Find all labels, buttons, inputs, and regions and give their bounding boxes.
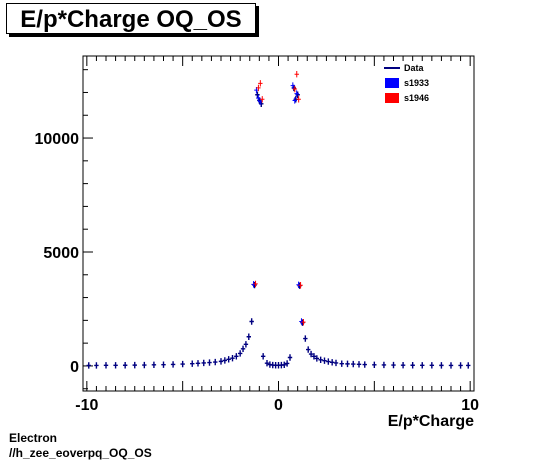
series-s1946 — [253, 71, 306, 326]
legend: Data s1933 s1946 — [384, 63, 429, 103]
data-point — [429, 362, 435, 369]
data-point — [420, 362, 425, 369]
data-point — [351, 360, 356, 368]
data-point — [243, 341, 249, 348]
series-data — [86, 84, 471, 369]
data-point — [282, 361, 287, 368]
data-point — [253, 280, 258, 288]
legend-swatch — [385, 78, 399, 88]
data-point — [213, 358, 218, 366]
data-point — [226, 356, 231, 363]
data-point — [400, 361, 406, 369]
x-tick-label: -10 — [75, 397, 98, 414]
data-point — [249, 318, 254, 325]
data-point — [314, 355, 320, 362]
data-point — [122, 362, 128, 369]
footer-line2: //h_zee_eoverpq_OQ_OS — [9, 446, 152, 460]
data-point — [180, 360, 185, 368]
data-point — [329, 359, 335, 366]
series-s1933 — [251, 82, 304, 325]
legend-swatch — [385, 93, 399, 103]
data-point — [301, 318, 306, 326]
data-point — [381, 361, 387, 369]
data-point — [195, 360, 201, 367]
data-point — [296, 96, 301, 103]
data-point — [264, 359, 270, 367]
legend-label: s1933 — [404, 78, 429, 88]
data-point — [292, 97, 297, 104]
data-point — [230, 354, 235, 362]
data-point — [448, 362, 454, 369]
data-point — [326, 358, 331, 365]
data-point — [207, 359, 212, 366]
data-point — [410, 362, 415, 369]
data-point — [252, 281, 257, 289]
data-point — [306, 346, 311, 353]
data-point — [170, 361, 176, 368]
data-point — [237, 350, 243, 357]
data-point — [439, 362, 444, 369]
data-point — [246, 333, 251, 340]
plot-frame — [82, 55, 475, 392]
data-point — [240, 345, 246, 353]
data-point — [290, 82, 296, 89]
data-point — [256, 84, 261, 92]
data-point — [339, 360, 344, 367]
data-point — [311, 353, 317, 360]
data-point — [113, 362, 118, 369]
data-point — [287, 354, 293, 361]
data-point — [201, 359, 206, 367]
chart-title: E/p*Charge OQ_OS — [20, 6, 242, 33]
data-point — [333, 359, 339, 367]
y-tick-label: 10000 — [35, 131, 80, 148]
legend-label: s1946 — [404, 93, 429, 103]
title-box: E/p*Charge OQ_OS — [6, 3, 256, 34]
data-point — [218, 358, 224, 365]
data-point — [294, 71, 299, 78]
y-tick-label: 0 — [70, 359, 79, 376]
data-point — [260, 96, 265, 103]
footer-line1: Electron — [9, 431, 58, 445]
data-point — [322, 357, 327, 364]
legend-label: Data — [404, 63, 425, 73]
data-point — [458, 362, 463, 369]
x-axis-label: E/p*Charge — [388, 413, 474, 430]
data-point — [308, 350, 314, 358]
data-point — [151, 361, 157, 369]
data-point — [86, 362, 91, 369]
data-point — [292, 85, 298, 93]
data-point — [298, 282, 303, 289]
data-point — [299, 318, 304, 325]
data-point — [161, 361, 166, 368]
data-point — [294, 90, 299, 97]
data-point — [190, 360, 195, 367]
data-point — [303, 335, 308, 342]
data-point — [132, 361, 137, 369]
data-point — [466, 362, 471, 369]
data-point — [318, 356, 323, 363]
data-point — [234, 353, 239, 360]
x-tick-label: 10 — [461, 397, 479, 414]
data-point — [362, 361, 367, 368]
data-point — [255, 91, 260, 98]
data-point — [391, 361, 396, 369]
data-point — [94, 362, 99, 369]
data-point — [372, 361, 377, 369]
data-point — [103, 362, 109, 369]
data-point — [260, 353, 266, 360]
data-point — [222, 357, 228, 364]
data-point — [345, 360, 350, 368]
data-point — [142, 361, 147, 369]
data-point — [284, 360, 290, 367]
data-point — [256, 94, 261, 102]
x-tick-label: 0 — [274, 397, 283, 414]
y-tick-label: 5000 — [43, 245, 79, 262]
data-point — [356, 361, 362, 368]
data-point — [258, 80, 263, 87]
